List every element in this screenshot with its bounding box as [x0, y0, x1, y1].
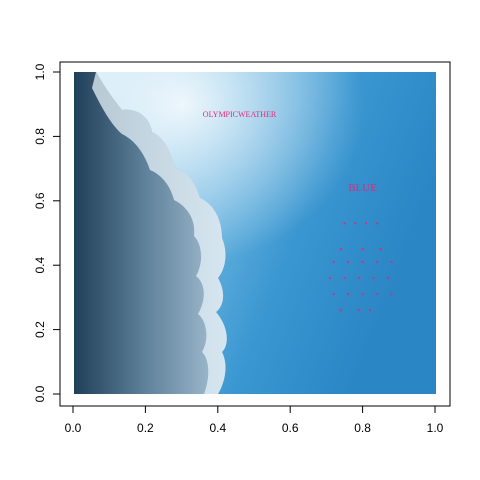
scatter-point: [375, 293, 379, 296]
y-tick: 0.4: [33, 257, 60, 274]
scatter-point: [390, 293, 393, 296]
scatter-point: [361, 248, 364, 251]
y-tick-label: 0.8: [33, 128, 47, 145]
y-tick: 0.6: [33, 192, 60, 209]
x-tick-label: 0.0: [65, 421, 82, 435]
y-tick-label: 1.0: [33, 63, 47, 80]
y-tick-label: 0.6: [33, 192, 47, 209]
scatter-point: [343, 276, 346, 280]
annotation-olympicweather: OLYMPICWEATHER: [203, 110, 277, 119]
x-tick-label: 0.6: [282, 421, 299, 435]
y-tick: 0.8: [33, 128, 60, 145]
scatter-point: [361, 293, 364, 296]
scatter-point: [375, 260, 379, 264]
y-tick-label: 0.0: [33, 385, 47, 402]
scatter-point: [347, 260, 350, 264]
x-tick: 0.4: [209, 406, 226, 435]
x-tick: 1.0: [427, 406, 444, 435]
x-tick: 0.6: [282, 406, 299, 435]
scatter-point: [386, 276, 390, 280]
scatter-point: [372, 276, 375, 280]
scatter-point: [390, 260, 393, 264]
x-tick: 0.8: [354, 406, 371, 435]
x-axis: 0.0 0.2 0.4 0.6 0.8 1.0: [65, 405, 444, 435]
scatter-point: [339, 309, 342, 312]
y-tick: 0.2: [33, 321, 60, 338]
cloud-shape: [74, 72, 227, 394]
x-tick-label: 0.4: [209, 421, 226, 435]
scatter-point: [332, 260, 335, 264]
scatter-point: [357, 276, 361, 280]
scatter-point: [332, 293, 335, 296]
x-tick-label: 0.2: [137, 421, 154, 435]
scatter-point: [368, 309, 371, 312]
y-tick-label: 0.4: [33, 257, 47, 274]
scatter-point: [343, 222, 346, 225]
x-tick-label: 1.0: [427, 421, 444, 435]
scatter-point: [347, 293, 350, 296]
scatter-point: [328, 276, 332, 280]
scatter-point: [375, 222, 379, 225]
scatter-point: [357, 309, 361, 312]
y-tick: 1.0: [33, 63, 60, 80]
x-tick-label: 0.8: [354, 421, 371, 435]
y-tick: 0.0: [33, 385, 60, 402]
scatter-points: [328, 222, 393, 312]
scatter-point: [365, 222, 368, 225]
scatter-point: [354, 222, 357, 225]
scatter-point: [361, 260, 364, 264]
annotation-blue: BLUE: [348, 182, 377, 194]
cloud-highlight: [92, 72, 227, 394]
y-tick-label: 0.2: [33, 321, 47, 338]
x-tick: 0.0: [65, 406, 82, 435]
scatter-point: [339, 248, 342, 251]
x-tick: 0.2: [137, 406, 154, 435]
scatter-point: [379, 248, 382, 251]
y-axis: 0.0 0.2 0.4 0.6 0.8 1.0: [33, 63, 61, 402]
background-photo: [74, 72, 436, 394]
